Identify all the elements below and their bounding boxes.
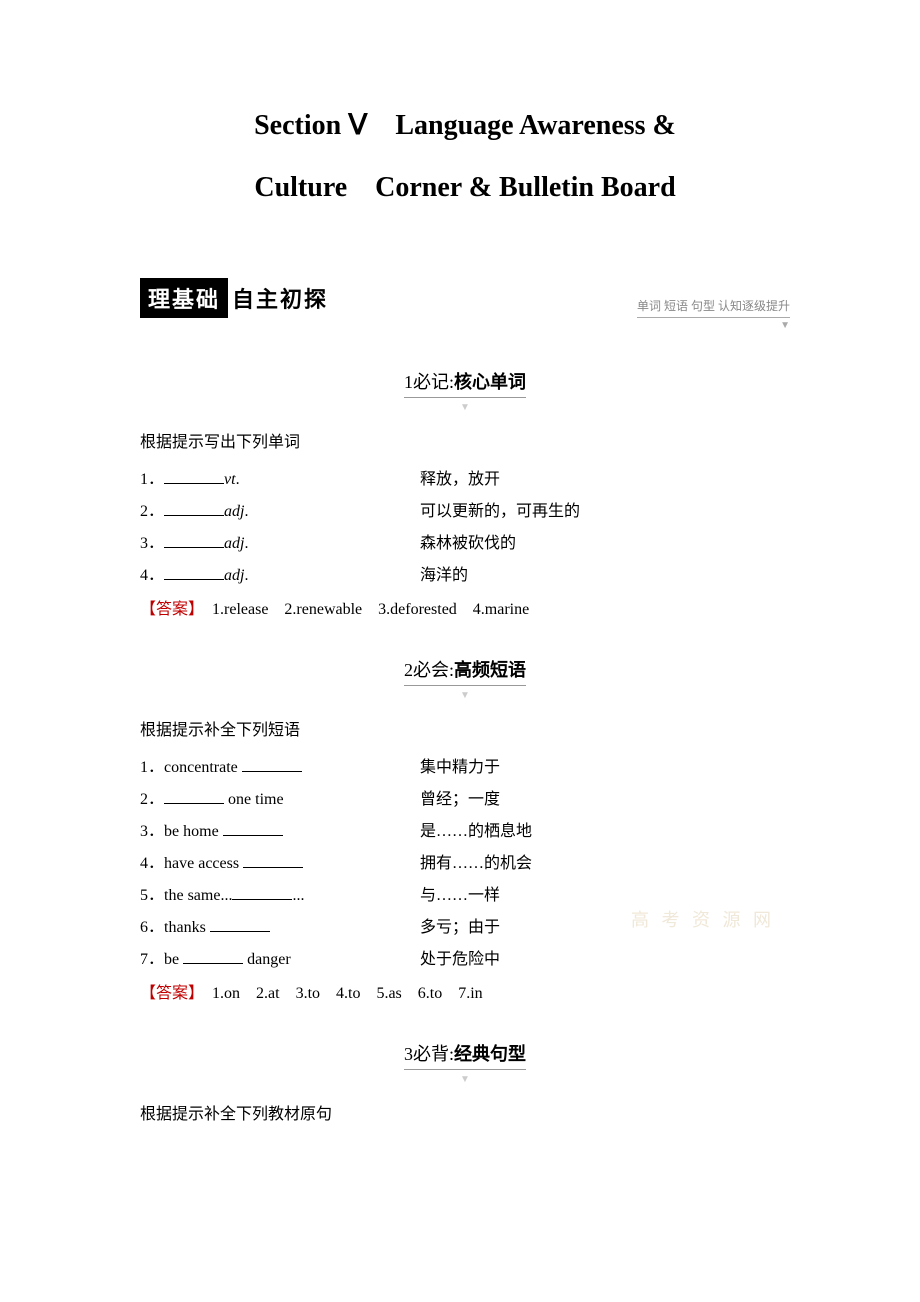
title-line-1: Section Ⅴ Language Awareness & bbox=[140, 95, 790, 157]
section3-label: 必背: bbox=[413, 1044, 454, 1064]
blank bbox=[164, 468, 224, 484]
section1-num: 1 bbox=[404, 372, 413, 392]
banner-right-label: 单词 短语 句型 认知逐级提升 bbox=[637, 297, 790, 318]
item-pos-italic: adj bbox=[224, 503, 244, 520]
blank bbox=[164, 564, 224, 580]
item-meaning: 曾经；一度 bbox=[420, 784, 500, 816]
list-item: 6．thanks 多亏；由于 bbox=[140, 912, 790, 944]
answer-text: 1.on 2.at 3.to 4.to 5.as 6.to 7.in bbox=[196, 985, 483, 1002]
list-item: 5．the same...... 与……一样 bbox=[140, 880, 790, 912]
list-item: 2． adj. 可以更新的，可再生的 bbox=[140, 496, 790, 528]
answer-label: 【答案】 bbox=[140, 985, 196, 1002]
item-num: 3． bbox=[140, 535, 164, 552]
section-banner: 理基础 自主初探 单词 短语 句型 认知逐级提升 bbox=[140, 278, 790, 318]
item-meaning: 海洋的 bbox=[420, 560, 468, 592]
item-pos-italic: adj bbox=[224, 535, 244, 552]
item-pos: . bbox=[244, 567, 248, 584]
section1-bold: 核心单词 bbox=[454, 372, 526, 392]
item-pos-italic: adj bbox=[224, 567, 244, 584]
answer-text: 1.release 2.renewable 3.deforested 4.mar… bbox=[196, 601, 529, 618]
item-num: 6． bbox=[140, 919, 164, 936]
blank bbox=[183, 948, 243, 964]
banner-left: 理基础 自主初探 bbox=[140, 278, 332, 318]
section2-num: 2 bbox=[404, 660, 413, 680]
list-item: 7．be danger 处于危险中 bbox=[140, 944, 790, 976]
list-item: 3． adj. 森林被砍伐的 bbox=[140, 528, 790, 560]
item-pos: . bbox=[244, 535, 248, 552]
list-item: 1． vt. 释放，放开 bbox=[140, 464, 790, 496]
blank bbox=[164, 788, 224, 804]
section1-label: 必记: bbox=[413, 372, 454, 392]
item-pre: be bbox=[164, 951, 183, 968]
section2-instruction: 根据提示补全下列短语 bbox=[140, 716, 790, 740]
page-title-section: Section Ⅴ Language Awareness & Culture C… bbox=[140, 95, 790, 218]
section2-answer: 【答案】 1.on 2.at 3.to 4.to 5.as 6.to 7.in bbox=[140, 978, 790, 1010]
title-line-2: Culture Corner & Bulletin Board bbox=[140, 157, 790, 219]
item-num: 3． bbox=[140, 823, 164, 840]
item-num: 5． bbox=[140, 887, 164, 904]
section2-label: 必会: bbox=[413, 660, 454, 680]
banner-black-label: 理基础 bbox=[140, 278, 228, 318]
item-pre: concentrate bbox=[164, 759, 242, 776]
item-meaning: 释放，放开 bbox=[420, 464, 500, 496]
item-num: 7． bbox=[140, 951, 164, 968]
item-meaning: 处于危险中 bbox=[420, 944, 500, 976]
item-post: ... bbox=[292, 887, 304, 904]
item-num: 1． bbox=[140, 759, 164, 776]
banner-white-label: 自主初探 bbox=[228, 278, 332, 318]
item-pre: be home bbox=[164, 823, 223, 840]
list-item: 2． one time 曾经；一度 bbox=[140, 784, 790, 816]
item-pre: thanks bbox=[164, 919, 210, 936]
section3-bold: 经典句型 bbox=[454, 1044, 526, 1064]
item-post: danger bbox=[243, 951, 291, 968]
section1-answer: 【答案】 1.release 2.renewable 3.deforested … bbox=[140, 594, 790, 626]
blank bbox=[223, 820, 283, 836]
answer-label: 【答案】 bbox=[140, 601, 196, 618]
item-num: 1． bbox=[140, 471, 164, 488]
item-pos-italic: vt bbox=[224, 471, 236, 488]
item-meaning: 多亏；由于 bbox=[420, 912, 500, 944]
section2-bold: 高频短语 bbox=[454, 660, 526, 680]
blank bbox=[242, 756, 302, 772]
item-num: 2． bbox=[140, 503, 164, 520]
list-item: 1．concentrate 集中精力于 bbox=[140, 752, 790, 784]
section1-items: 1． vt. 释放，放开 2． adj. 可以更新的，可再生的 3． adj. 森林被… bbox=[140, 464, 790, 592]
item-post: one time bbox=[224, 791, 284, 808]
item-pos: . bbox=[236, 471, 240, 488]
list-item: 4．have access 拥有……的机会 bbox=[140, 848, 790, 880]
blank bbox=[210, 916, 270, 932]
item-pre: the same... bbox=[164, 887, 232, 904]
item-meaning: 是……的栖息地 bbox=[420, 816, 532, 848]
item-pre: have access bbox=[164, 855, 243, 872]
section1-instruction: 根据提示写出下列单词 bbox=[140, 428, 790, 452]
item-meaning: 集中精力于 bbox=[420, 752, 500, 784]
item-num: 2． bbox=[140, 791, 164, 808]
section3-instruction: 根据提示补全下列教材原句 bbox=[140, 1100, 790, 1124]
section3-num: 3 bbox=[404, 1044, 413, 1064]
item-num: 4． bbox=[140, 567, 164, 584]
item-meaning: 与……一样 bbox=[420, 880, 500, 912]
list-item: 4． adj. 海洋的 bbox=[140, 560, 790, 592]
section2-heading: 2必会:高频短语 bbox=[140, 656, 790, 686]
blank bbox=[164, 500, 224, 516]
item-pos: . bbox=[244, 503, 248, 520]
blank bbox=[164, 532, 224, 548]
item-meaning: 森林被砍伐的 bbox=[420, 528, 516, 560]
section2-items: 1．concentrate 集中精力于 2． one time 曾经；一度 3．… bbox=[140, 752, 790, 976]
item-meaning: 拥有……的机会 bbox=[420, 848, 532, 880]
section3-heading: 3必背:经典句型 bbox=[140, 1040, 790, 1070]
item-meaning: 可以更新的，可再生的 bbox=[420, 496, 580, 528]
blank bbox=[232, 884, 292, 900]
section1-heading: 1必记:核心单词 bbox=[140, 368, 790, 398]
blank bbox=[243, 852, 303, 868]
list-item: 3．be home 是……的栖息地 bbox=[140, 816, 790, 848]
item-num: 4． bbox=[140, 855, 164, 872]
